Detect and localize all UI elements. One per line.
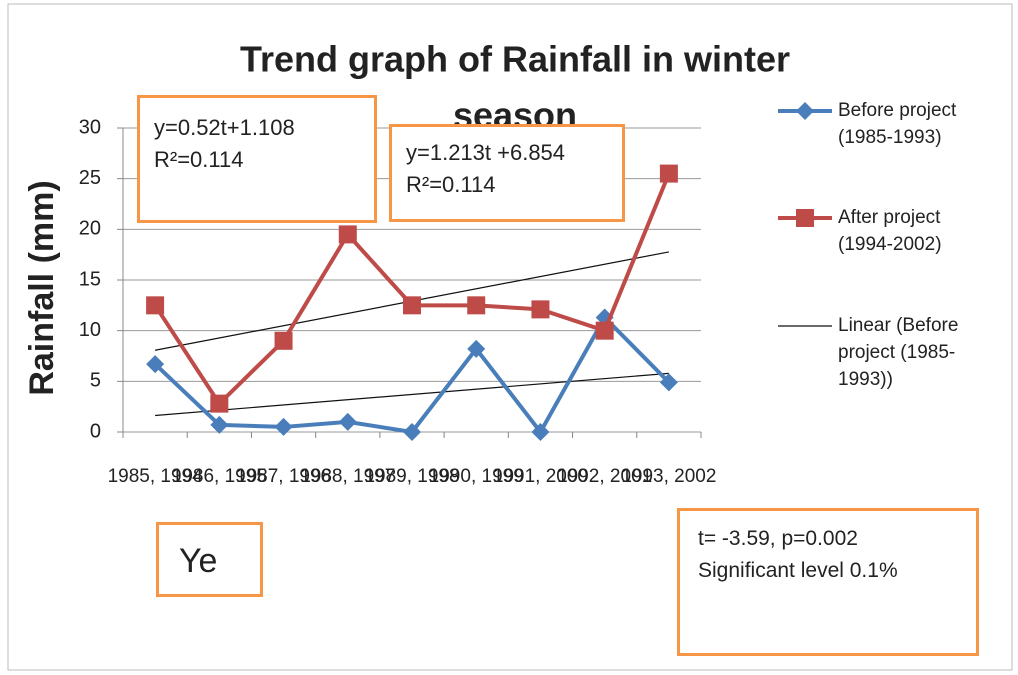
x-tick-label: 1989, 1998	[364, 466, 459, 487]
series-line	[153, 315, 671, 434]
point	[467, 296, 486, 315]
point	[659, 164, 678, 183]
equation: y=0.52t+1.108	[154, 115, 295, 140]
y-tick-label: 10	[79, 319, 101, 341]
x-tick-label: 1988, 1997	[300, 466, 395, 487]
significance: Significant level 0.1%	[698, 559, 898, 582]
legend-label: Linear (Before project (1985-1993))	[838, 315, 959, 390]
y-tick-label: 0	[90, 420, 101, 442]
x-tick-label: 1987, 1996	[236, 466, 331, 487]
frame	[7, 3, 1013, 671]
legend-label: Before project (1985-1993)	[838, 100, 957, 148]
point	[146, 296, 165, 315]
stat: t= -3.59, p=0.002	[698, 527, 858, 550]
point	[531, 300, 550, 319]
point	[531, 423, 550, 441]
point	[210, 394, 229, 413]
trend-line	[155, 372, 669, 417]
r-squared: R²=0.114	[154, 147, 244, 172]
x-tick-label: 1990, 1999	[429, 466, 524, 487]
y-tick-label: 5	[90, 370, 101, 392]
note: Ye	[179, 542, 218, 580]
point	[403, 423, 421, 441]
equation-box: y=1.213t +6.854 R²=0.114	[389, 124, 625, 222]
legend-label: After project (1994-2002)	[838, 207, 942, 255]
point	[338, 225, 357, 244]
point	[338, 412, 357, 431]
point	[595, 321, 614, 340]
equation-box: y=0.52t+1.108 R²=0.114	[137, 95, 377, 223]
point	[274, 331, 293, 350]
point	[274, 417, 293, 436]
point	[403, 296, 421, 315]
y-tick-label: 15	[79, 268, 101, 290]
point	[146, 355, 165, 374]
equation: y=1.213t +6.854	[406, 140, 566, 165]
x-tick-label: 1985, 1994	[108, 466, 204, 487]
x-tick-label: 1986, 1995	[172, 466, 267, 487]
legend-marker	[796, 102, 814, 120]
point	[210, 415, 229, 434]
y-tick-label: 30	[79, 116, 101, 138]
chart-title: Trend graph of Rainfall in winter	[240, 39, 790, 80]
y-tick-label: 20	[79, 218, 101, 240]
point	[659, 373, 678, 392]
note-box: Ye	[156, 522, 263, 597]
legend-marker	[796, 209, 814, 227]
x-tick-label: 1993, 2002	[621, 466, 716, 487]
x-tick-label: 1992, 2001	[557, 466, 652, 487]
point	[467, 339, 486, 358]
y-axis-label: Rainfall (mm)	[23, 180, 61, 395]
r-squared: R²=0.114	[406, 172, 496, 197]
stat-box: t= -3.59, p=0.002 Significant level 0.1%	[677, 508, 979, 656]
y-tick-label: 25	[79, 167, 101, 189]
x-tick-label: 1991, 2000	[493, 466, 588, 487]
